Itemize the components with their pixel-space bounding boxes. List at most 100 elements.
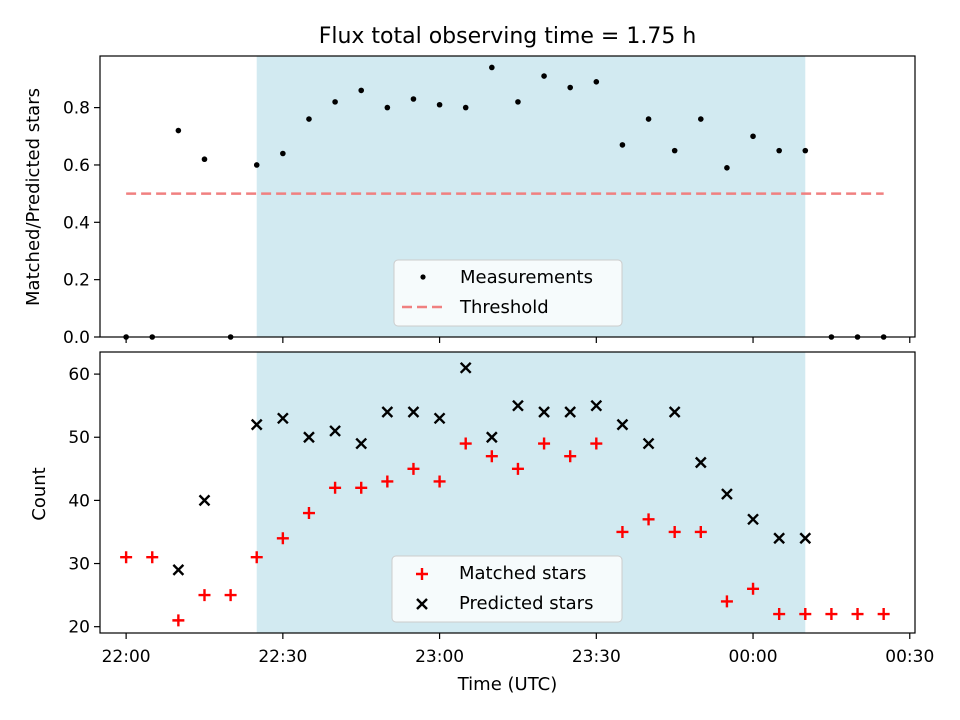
matched-star-point bbox=[302, 507, 315, 520]
legend-predicted-label: Predicted stars bbox=[459, 593, 593, 614]
measurement-point bbox=[384, 104, 391, 111]
matched-star-point bbox=[459, 437, 472, 450]
top-y-ticks: 0.0 0.2 0.4 0.6 0.8 bbox=[63, 99, 100, 348]
predicted-star-point bbox=[303, 431, 315, 444]
matched-star-point bbox=[564, 450, 577, 463]
predicted-star-point bbox=[381, 406, 394, 418]
legend-matched-marker bbox=[416, 568, 428, 580]
matched-star-point bbox=[146, 551, 159, 564]
predicted-star-point bbox=[277, 412, 289, 425]
legend-measurements-label: Measurements bbox=[460, 267, 593, 288]
predicted-star-point bbox=[721, 488, 733, 500]
predicted-star-point bbox=[433, 412, 446, 425]
top-x-ticks bbox=[125, 337, 911, 343]
measurement-point bbox=[332, 99, 338, 105]
legend-threshold-label: Threshold bbox=[459, 297, 549, 318]
measurement-point bbox=[306, 116, 312, 122]
measurement-point bbox=[175, 127, 182, 134]
measurement-point bbox=[541, 73, 547, 79]
legend-matched-label: Matched stars bbox=[459, 563, 586, 584]
matched-star-point bbox=[642, 513, 655, 526]
legend-predicted-marker bbox=[416, 598, 428, 610]
measurement-point bbox=[358, 87, 365, 94]
x-tick-label: 22:00 bbox=[102, 647, 151, 667]
predicted-star-point bbox=[407, 406, 420, 418]
predicted-star-point bbox=[642, 437, 655, 450]
matched-star-point bbox=[120, 551, 133, 564]
measurement-point bbox=[253, 162, 260, 168]
predicted-star-point bbox=[773, 532, 786, 545]
matched-star-point bbox=[485, 450, 498, 463]
y-tick-label: 0.2 bbox=[63, 271, 90, 291]
matched-star-point bbox=[773, 608, 786, 621]
predicted-star-point bbox=[538, 406, 550, 418]
matched-star-point bbox=[511, 462, 524, 475]
matched-star-point bbox=[224, 589, 237, 602]
predicted-star-point bbox=[564, 406, 577, 418]
predicted-star-point bbox=[459, 361, 472, 374]
bottom-marks bbox=[120, 361, 890, 627]
predicted-star-point bbox=[694, 456, 707, 469]
measurement-point bbox=[489, 64, 495, 71]
matched-star-point bbox=[694, 525, 707, 538]
y-tick-label: 0.4 bbox=[63, 213, 90, 233]
matched-star-point bbox=[381, 475, 394, 488]
y-tick-label: 30 bbox=[68, 555, 90, 575]
matched-star-point bbox=[172, 614, 185, 627]
measurement-point bbox=[462, 104, 469, 111]
bottom-legend: Matched stars Predicted stars bbox=[391, 555, 623, 623]
y-tick-label: 50 bbox=[68, 428, 90, 448]
measurement-point bbox=[802, 147, 809, 154]
matched-star-point bbox=[276, 532, 289, 545]
bottom-axes-frame bbox=[99, 351, 916, 634]
predicted-star-point bbox=[799, 532, 812, 545]
predicted-star-point bbox=[172, 564, 185, 576]
matched-star-point bbox=[250, 551, 263, 564]
measurement-point bbox=[671, 147, 678, 154]
matched-star-point bbox=[720, 595, 733, 608]
matched-star-point bbox=[407, 462, 420, 475]
x-tick-label: 00:30 bbox=[885, 647, 934, 667]
measurement-point bbox=[776, 147, 782, 154]
top-legend: Measurements Threshold bbox=[393, 259, 623, 327]
measurement-point bbox=[410, 96, 417, 102]
y-tick-label: 60 bbox=[68, 365, 90, 385]
measurement-point bbox=[515, 99, 521, 105]
matched-star-point bbox=[877, 608, 890, 621]
measurement-point bbox=[593, 79, 600, 85]
predicted-star-point bbox=[485, 431, 498, 444]
bottom-x-ticks: 22:00 22:30 23:00 23:30 00:00 00:30 bbox=[102, 633, 934, 667]
measurement-point bbox=[280, 150, 286, 157]
predicted-star-point bbox=[198, 494, 211, 507]
predicted-star-point bbox=[616, 418, 629, 431]
x-tick-label: 00:00 bbox=[729, 647, 778, 667]
top-panel: 0.00.20.40.60.8 Matched/Predicted stars … bbox=[23, 55, 916, 348]
matched-star-point bbox=[355, 481, 368, 494]
measurement-point bbox=[645, 116, 652, 122]
matched-star-point bbox=[616, 525, 629, 538]
y-tick-label: 20 bbox=[68, 618, 90, 638]
measurement-point bbox=[750, 133, 756, 140]
top-legend-box bbox=[393, 259, 623, 327]
matched-star-point bbox=[799, 608, 812, 621]
x-axis-label: Time (UTC) bbox=[457, 674, 558, 695]
measurement-point bbox=[724, 165, 730, 171]
predicted-star-point bbox=[590, 399, 603, 412]
predicted-star-point bbox=[747, 513, 759, 526]
matched-star-point bbox=[851, 608, 864, 621]
measurement-point bbox=[436, 101, 443, 108]
y-tick-label: 0.6 bbox=[63, 156, 90, 176]
x-tick-label: 22:30 bbox=[258, 647, 307, 667]
x-tick-label: 23:00 bbox=[415, 647, 464, 667]
matched-star-point bbox=[433, 475, 446, 488]
measurement-point bbox=[698, 116, 704, 122]
x-tick-label: 23:30 bbox=[572, 647, 621, 667]
bottom-y-ticks: 20 30 40 50 60 bbox=[68, 365, 100, 638]
top-y-axis-label: Matched/Predicted stars bbox=[23, 88, 44, 306]
predicted-star-point bbox=[512, 399, 524, 412]
y-tick-label: 0.0 bbox=[63, 328, 90, 348]
predicted-star-point bbox=[329, 425, 341, 437]
matched-star-point bbox=[198, 589, 211, 602]
bottom-panel: 20 30 40 50 60 22:00 22:30 23:00 23:30 00:00 00:3… bbox=[29, 351, 934, 695]
